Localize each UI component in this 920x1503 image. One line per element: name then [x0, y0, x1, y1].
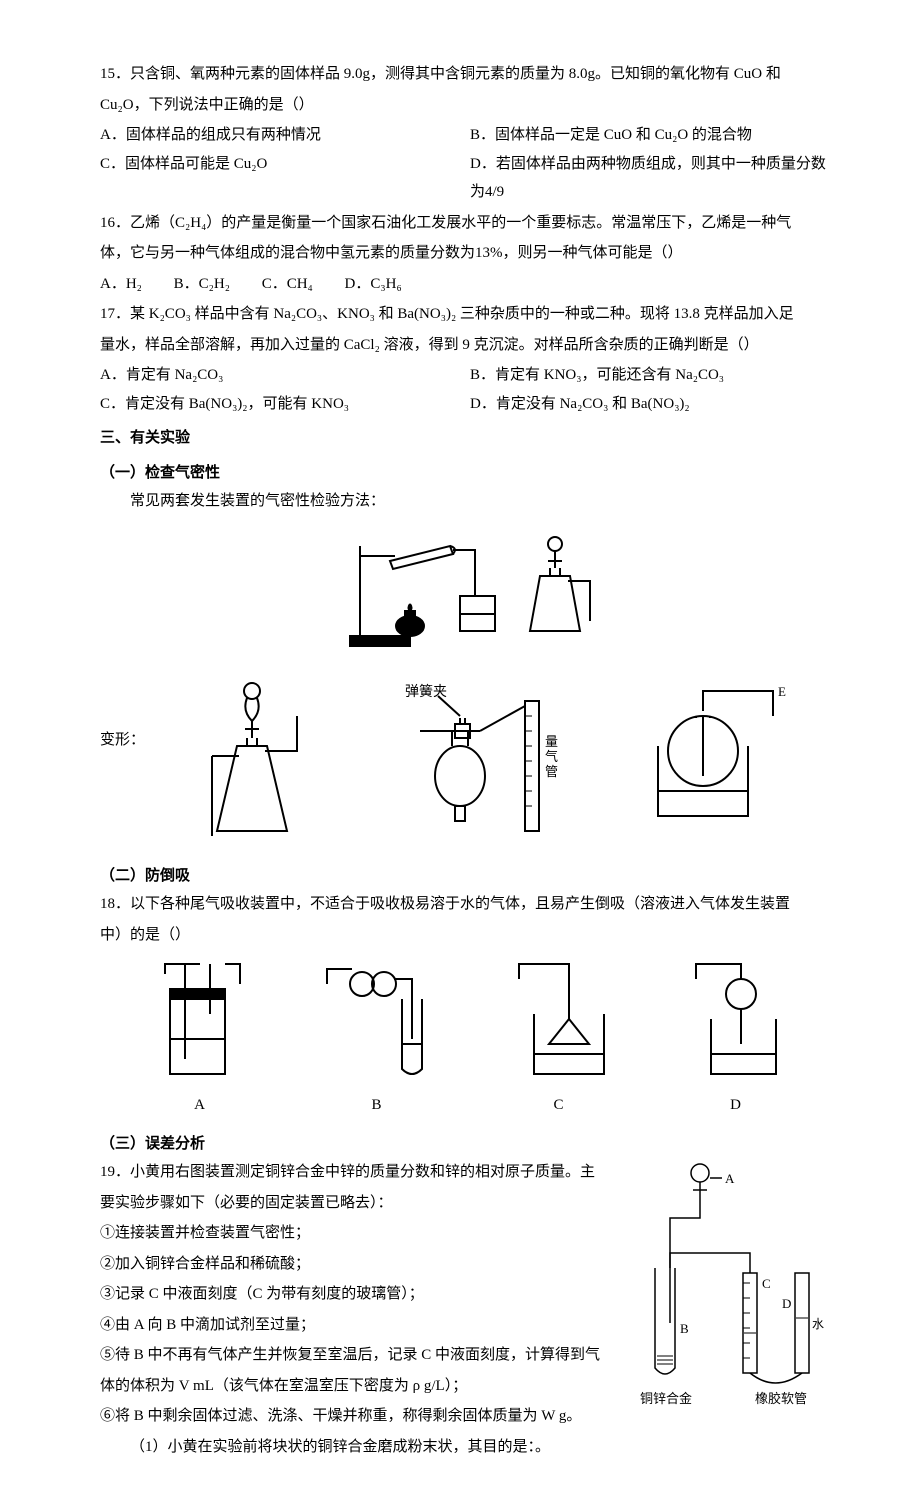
q15-options: A．固体样品的组成只有两种情况 B．固体样品一定是 CuO 和 Cu₂O 的混合… — [100, 121, 840, 207]
q15-opt-b: B．固体样品一定是 CuO 和 Cu₂O 的混合物 — [470, 121, 840, 150]
q18-label-b: B — [371, 1091, 381, 1120]
subsection-1-heading: （一）检查气密性 — [100, 459, 840, 488]
rubber-label: 橡胶软管 — [755, 1391, 807, 1406]
q18-fig-a-icon — [145, 959, 255, 1089]
q18-label-d: D — [730, 1091, 741, 1120]
q18-label-c: C — [553, 1091, 563, 1120]
q19-s6: ⑥将 B 中剩余固体过滤、洗涤、干燥并称重，称得剩余固体质量为 W g。 — [100, 1402, 640, 1431]
q18-stem-a: 18．以下各种尾气吸收装置中，不适合于吸收极易溶于水的气体，且易产生倒吸（溶液进… — [100, 890, 840, 919]
q16-opt-c: C．CH₄ — [262, 270, 313, 299]
q19-s5: ⑤待 B 中不再有气体产生并恢复至室温后，记录 C 中液面刻度，计算得到气 — [100, 1341, 640, 1370]
q19-l2: 要实验步骤如下（必要的固定装置已略去）： — [100, 1189, 640, 1218]
q17-options: A．肯定有 Na₂CO₃ B．肯定有 KNO₃，可能还含有 Na₂CO₃ C．肯… — [100, 361, 840, 418]
q19-apparatus-icon: A B — [640, 1158, 840, 1418]
q19-s3: ③记录 C 中液面刻度（C 为带有刻度的玻璃管）； — [100, 1280, 640, 1309]
q18-figures: A B — [100, 959, 840, 1120]
svg-text:水: 水 — [812, 1317, 824, 1331]
apparatus-1-icon — [340, 526, 600, 656]
q18-fig-d-icon — [676, 959, 796, 1089]
q19-s1: ①连接装置并检查装置气密性； — [100, 1219, 640, 1248]
q16-options: A．H₂ B．C₂H₂ C．CH₄ D．C₃H₆ — [100, 270, 840, 299]
q16-stem-b: 体，它与另一种气体组成的混合物中氢元素的质量分数为13%，则另一种气体可能是（） — [100, 239, 840, 268]
q19-s5b: 体的体积为 V mL（该气体在室温室压下密度为 ρ g/L）； — [100, 1372, 640, 1401]
q16-opt-a: A．H₂ — [100, 270, 142, 299]
q15-opt-d: D．若固体样品由两种物质组成，则其中一种质量分数为4/9 — [470, 150, 840, 207]
svg-text:B: B — [680, 1321, 689, 1336]
variant-3-icon: E — [633, 676, 803, 846]
q19-block: 19．小黄用右图装置测定铜锌合金中锌的质量分数和锌的相对原子质量。主 要实验步骤… — [100, 1158, 840, 1463]
q18-stem-b: 中）的是（） — [100, 921, 840, 950]
variant-label: 变形： — [100, 666, 170, 755]
q17-stem-a: 17．某 K₂CO₃ 样品中含有 Na₂CO₃、KNO₃ 和 Ba(NO₃)₂ … — [100, 300, 840, 329]
q19-p1: （1）小黄在实验前将块状的铜锌合金磨成粉末状，其目的是：。 — [130, 1433, 640, 1462]
q19-l1: 19．小黄用右图装置测定铜锌合金中锌的质量分数和锌的相对原子质量。主 — [100, 1158, 640, 1187]
apparatus-row-1 — [100, 526, 840, 656]
q15-opt-a: A．固体样品的组成只有两种情况 — [100, 121, 470, 150]
variant-1-icon — [207, 676, 317, 846]
svg-text:A: A — [725, 1171, 735, 1186]
gas-tube-label-2: 气 — [545, 749, 558, 764]
q19-s2: ②加入铜锌合金样品和稀硫酸； — [100, 1250, 640, 1279]
q15-stem-b: Cu₂O，下列说法中正确的是（） — [100, 91, 840, 120]
svg-text:D: D — [782, 1296, 791, 1311]
subsection-3-heading: （三）误差分析 — [100, 1130, 840, 1159]
q16-opt-b: B．C₂H₂ — [174, 270, 230, 299]
gas-tube-label-3: 管 — [545, 764, 558, 779]
q17-stem-b: 量水，样品全部溶解，再加入过量的 CaCl₂ 溶液，得到 9 克沉淀。对样品所含… — [100, 331, 840, 360]
q15-stem-a: 15．只含铜、氧两种元素的固体样品 9.0g，测得其中含铜元素的质量为 8.0g… — [100, 60, 840, 89]
variant-row: 变形： 弹簧夹 — [100, 666, 840, 856]
svg-text:C: C — [762, 1276, 771, 1291]
q16-opt-d: D．C₃H₆ — [345, 270, 402, 299]
q17-opt-a: A．肯定有 Na₂CO₃ — [100, 361, 470, 390]
label-e: E — [778, 684, 786, 699]
q17-opt-b: B．肯定有 KNO₃，可能还含有 Na₂CO₃ — [470, 361, 840, 390]
q17-opt-d: D．肯定没有 Na₂CO₃ 和 Ba(NO₃)₂ — [470, 390, 840, 419]
q19-s4: ④由 A 向 B 中滴加试剂至过量； — [100, 1311, 640, 1340]
q16-stem-a: 16．乙烯（C₂H₄）的产量是衡量一个国家石油化工发展水平的一个重要标志。常温常… — [100, 209, 840, 238]
q18-fig-c-icon — [499, 959, 619, 1089]
alloy-label: 铜锌合金 — [640, 1391, 692, 1406]
q18-fig-b-icon — [312, 959, 442, 1089]
q18-label-a: A — [194, 1091, 205, 1120]
gas-tube-label-1: 量 — [545, 734, 558, 749]
section-3-heading: 三、有关实验 — [100, 424, 840, 453]
q17-opt-c: C．肯定没有 Ba(NO₃)₂，可能有 KNO₃ — [100, 390, 470, 419]
q15-opt-c: C．固体样品可能是 Cu₂O — [100, 150, 470, 207]
variant-2-icon: 弹簧夹 — [360, 676, 590, 846]
subsection-1-text: 常见两套发生装置的气密性检验方法： — [130, 487, 840, 516]
subsection-2-heading: （二）防倒吸 — [100, 862, 840, 891]
